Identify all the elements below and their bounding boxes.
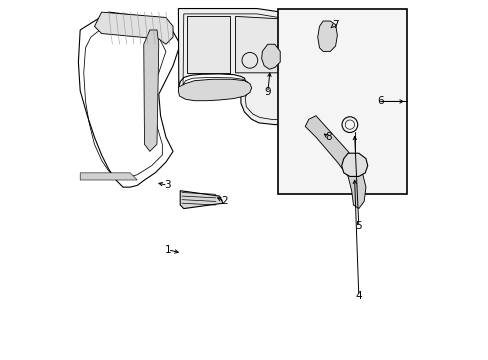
Text: 8: 8: [325, 132, 331, 142]
Polygon shape: [317, 21, 337, 51]
Text: 3: 3: [164, 180, 171, 190]
Text: 7: 7: [332, 19, 338, 30]
Text: 4: 4: [355, 291, 362, 301]
Text: 2: 2: [221, 197, 228, 206]
Polygon shape: [80, 173, 137, 180]
Polygon shape: [341, 153, 367, 176]
Polygon shape: [94, 12, 173, 44]
Text: 9: 9: [264, 87, 270, 98]
Polygon shape: [187, 17, 230, 73]
Polygon shape: [261, 44, 280, 69]
Bar: [278, 9, 406, 194]
Polygon shape: [178, 79, 251, 101]
Text: 5: 5: [355, 221, 362, 231]
Polygon shape: [180, 191, 223, 208]
Polygon shape: [235, 17, 292, 73]
Polygon shape: [305, 116, 365, 208]
Text: 6: 6: [376, 96, 383, 107]
Polygon shape: [178, 9, 326, 125]
Polygon shape: [143, 30, 159, 152]
Text: 1: 1: [164, 245, 171, 255]
